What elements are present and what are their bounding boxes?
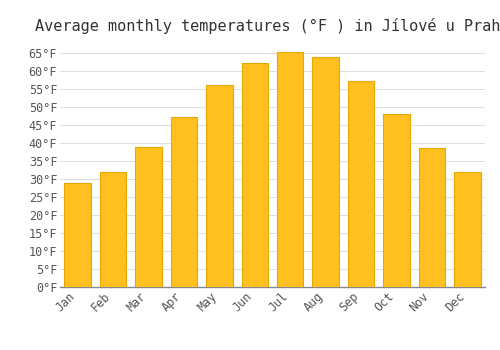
Bar: [136, 147, 162, 287]
Bar: [312, 57, 339, 287]
Bar: [242, 63, 268, 287]
Title: Average monthly temperatures (°F ) in Jílové u Prahy: Average monthly temperatures (°F ) in Jí…: [35, 18, 500, 34]
Bar: [206, 85, 233, 287]
Bar: [418, 148, 445, 287]
Bar: [348, 81, 374, 287]
Bar: [383, 114, 409, 287]
Bar: [100, 172, 126, 287]
Bar: [454, 172, 480, 287]
Bar: [64, 183, 91, 287]
Bar: [277, 52, 303, 287]
Bar: [170, 117, 197, 287]
